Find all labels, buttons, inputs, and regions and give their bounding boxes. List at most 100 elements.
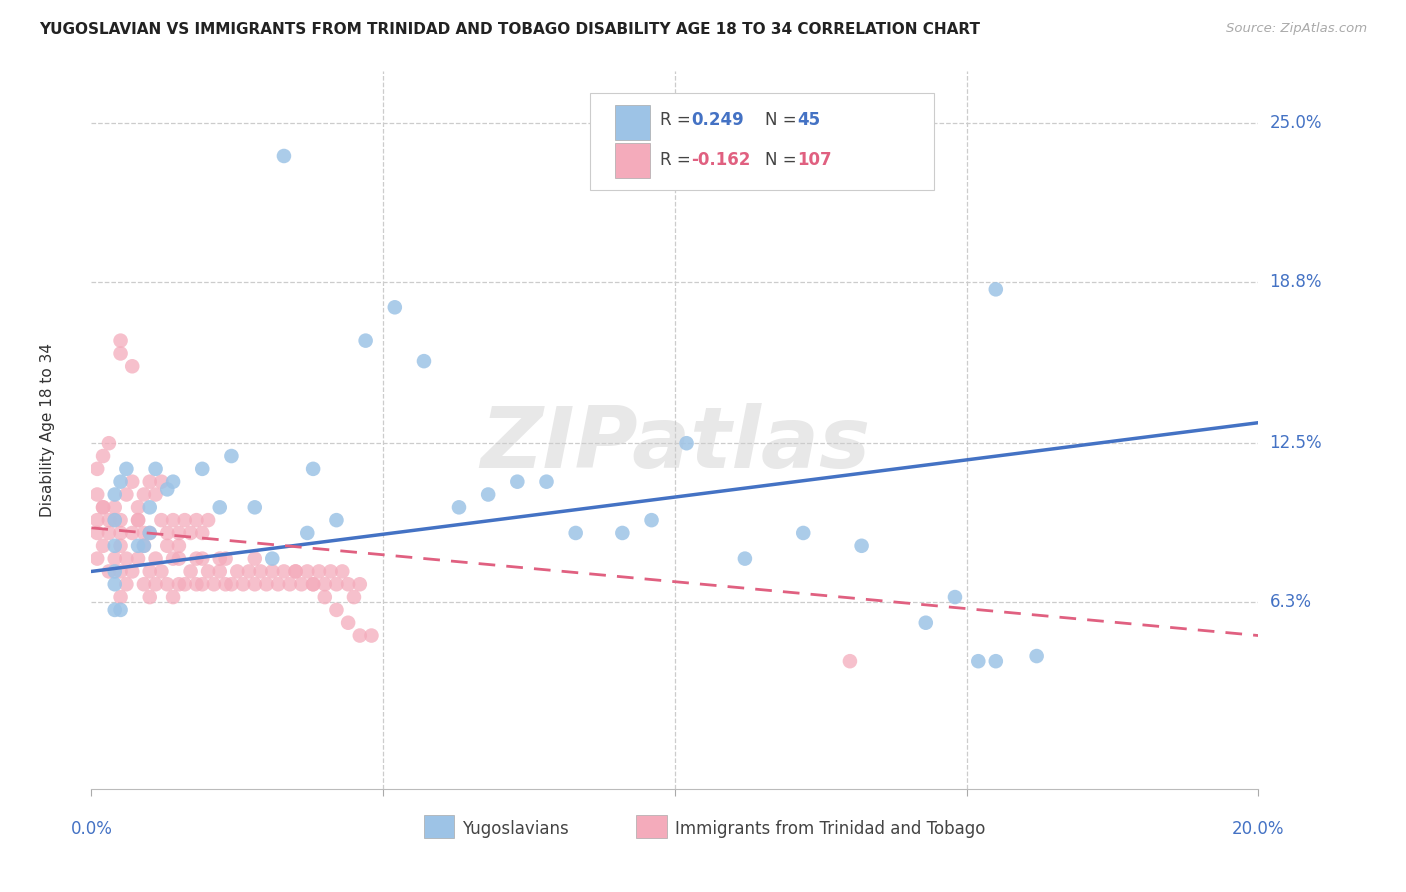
Point (150, 565, 173, 579)
Point (208, 551, 231, 566)
Point (104, 513, 127, 527)
Point (221, 577, 243, 591)
Point (640, 513, 662, 527)
Point (86, 551, 108, 566)
Point (232, 577, 254, 591)
Point (127, 551, 149, 566)
Text: 25.0%: 25.0% (1270, 113, 1322, 132)
Point (104, 500, 127, 515)
Text: N =: N = (765, 151, 801, 169)
Point (167, 526, 190, 541)
Point (254, 577, 277, 591)
Point (262, 565, 284, 579)
Point (612, 526, 634, 541)
Point (110, 334, 132, 348)
Point (97, 436, 120, 450)
Point (191, 551, 214, 566)
Point (967, 654, 990, 668)
Point (564, 526, 586, 541)
Point (943, 590, 966, 604)
Point (249, 565, 271, 579)
Point (297, 526, 319, 541)
Point (325, 513, 347, 527)
Point (104, 577, 127, 591)
Point (191, 577, 214, 591)
Point (127, 513, 149, 527)
Point (115, 551, 138, 566)
Point (167, 539, 190, 553)
FancyBboxPatch shape (637, 815, 666, 838)
Point (156, 526, 179, 541)
Point (104, 487, 127, 501)
Text: Immigrants from Trinidad and Tobago: Immigrants from Trinidad and Tobago (675, 820, 986, 838)
Point (115, 577, 138, 591)
Point (110, 526, 132, 541)
Point (343, 590, 366, 604)
Point (325, 577, 347, 591)
Point (384, 301, 406, 315)
Point (273, 149, 295, 163)
Point (127, 539, 149, 553)
Text: 12.5%: 12.5% (1270, 434, 1322, 452)
Point (162, 513, 184, 527)
Point (360, 628, 382, 642)
Point (97, 526, 120, 541)
Point (138, 500, 162, 515)
Point (104, 565, 127, 579)
Point (132, 539, 155, 553)
Point (145, 577, 167, 591)
Point (243, 577, 266, 591)
Point (180, 565, 202, 579)
Text: 18.8%: 18.8% (1270, 273, 1322, 291)
Point (145, 462, 167, 476)
Text: 0.249: 0.249 (692, 111, 744, 129)
Point (302, 577, 325, 591)
Point (91, 500, 114, 515)
Text: 0.0%: 0.0% (70, 820, 112, 838)
Point (86, 462, 108, 476)
Point (138, 526, 162, 541)
Point (226, 565, 249, 579)
Point (110, 539, 132, 553)
Point (110, 475, 132, 489)
Point (162, 475, 184, 489)
Point (180, 526, 202, 541)
Point (145, 487, 167, 501)
Point (104, 551, 127, 566)
Point (110, 565, 132, 579)
Point (506, 475, 529, 489)
Point (208, 500, 231, 515)
Point (349, 628, 371, 642)
Point (284, 565, 307, 579)
Point (792, 526, 814, 541)
Text: YUGOSLAVIAN VS IMMIGRANTS FROM TRINIDAD AND TOBAGO DISABILITY AGE 18 TO 34 CORRE: YUGOSLAVIAN VS IMMIGRANTS FROM TRINIDAD … (39, 22, 980, 37)
Point (536, 475, 558, 489)
Text: 6.3%: 6.3% (1270, 593, 1312, 611)
Point (104, 539, 127, 553)
FancyBboxPatch shape (616, 144, 651, 178)
Point (138, 475, 162, 489)
Text: Yugoslavians: Yugoslavians (463, 820, 569, 838)
Point (110, 590, 132, 604)
Point (167, 577, 190, 591)
Point (91, 449, 114, 463)
Point (734, 551, 756, 566)
Point (191, 526, 214, 541)
Point (121, 475, 143, 489)
Text: Source: ZipAtlas.com: Source: ZipAtlas.com (1226, 22, 1367, 36)
Point (121, 359, 143, 374)
Point (132, 526, 155, 541)
Point (110, 346, 132, 360)
Point (243, 500, 266, 515)
Text: 107: 107 (797, 151, 832, 169)
Point (186, 577, 208, 591)
Point (221, 449, 243, 463)
Point (202, 577, 225, 591)
Point (675, 436, 697, 450)
Point (104, 513, 127, 527)
Point (156, 577, 179, 591)
Point (477, 487, 499, 501)
Point (330, 565, 353, 579)
Point (302, 577, 325, 591)
Point (86, 487, 108, 501)
